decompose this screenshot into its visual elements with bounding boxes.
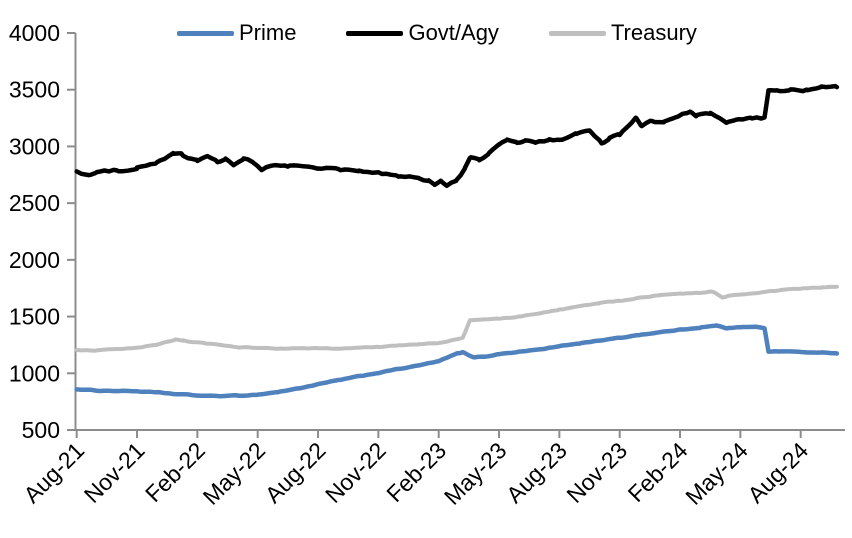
x-tick-label: Aug-23: [501, 437, 572, 508]
legend-item-govt-agy: Govt/Agy: [346, 20, 499, 45]
y-tick-label: 4000: [9, 20, 60, 46]
legend-label-govt-agy: Govt/Agy: [408, 20, 499, 45]
x-tick-label: Aug-22: [260, 437, 331, 508]
x-tick-label: Nov-22: [320, 437, 391, 508]
legend-swatch-prime: [177, 30, 234, 36]
y-tick-label: 1500: [9, 304, 60, 330]
legend-swatch-govt-agy: [346, 30, 404, 36]
x-tick-label: May-23: [439, 437, 512, 510]
x-tick-label: Nov-21: [79, 437, 150, 508]
y-tick-label: 1000: [9, 360, 60, 386]
y-tick-label: 3000: [9, 133, 60, 159]
legend-swatch-treasury: [548, 30, 606, 36]
x-tick-label: May-24: [680, 437, 753, 510]
x-tick-label: Feb-22: [140, 437, 210, 507]
x-tick-label: Aug-21: [18, 437, 89, 508]
y-tick-label: 2500: [9, 190, 60, 216]
y-tick-label: 500: [22, 417, 60, 443]
legend-item-prime: Prime: [177, 22, 296, 44]
x-tick-label: Feb-23: [381, 437, 451, 507]
series-line-treasury: [74, 284, 839, 353]
x-tick-label: May-22: [198, 437, 271, 510]
legend-item-treasury: Treasury: [548, 20, 697, 45]
chart-legend: Prime Govt/Agy Treasury: [177, 22, 697, 44]
x-tick-label: Feb-24: [623, 437, 693, 507]
legend-label-treasury: Treasury: [610, 20, 697, 45]
series-line-govt-agy: [74, 83, 840, 189]
series-line-prime: [74, 323, 840, 399]
y-tick-label: 2000: [9, 247, 60, 273]
x-tick-label: Aug-24: [742, 437, 813, 508]
x-tick-label: Nov-23: [561, 437, 632, 508]
y-tick-label: 3500: [9, 77, 60, 103]
legend-label-prime: Prime: [239, 20, 297, 45]
